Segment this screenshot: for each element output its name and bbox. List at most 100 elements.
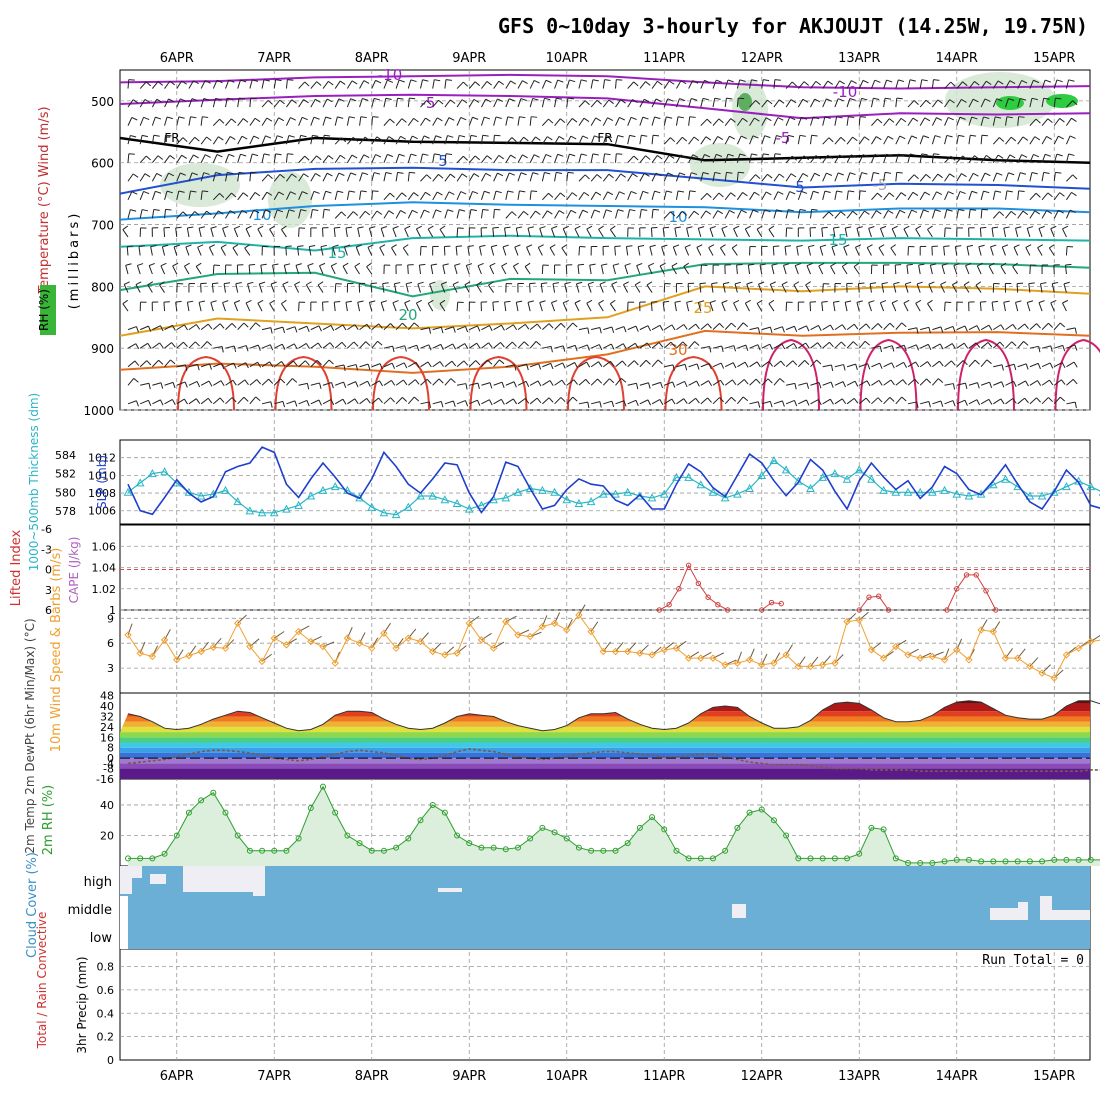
wind-barb — [505, 116, 509, 126]
wind-barb — [623, 400, 627, 407]
wind-barb — [1055, 97, 1062, 100]
wind-barb — [853, 323, 859, 330]
wind-barb — [891, 225, 898, 230]
wind-barb — [347, 398, 356, 405]
wind-barb — [261, 79, 265, 89]
wind-barb — [943, 245, 950, 248]
wind-barb — [773, 343, 783, 349]
rh-marker — [892, 855, 899, 862]
wind-barb — [181, 80, 187, 85]
wind-barb — [529, 283, 531, 293]
rh-shading — [268, 172, 312, 228]
wind-barb — [578, 378, 587, 386]
cloud-gap — [183, 866, 253, 892]
wind-barb — [724, 98, 727, 108]
wind-barb — [212, 118, 220, 126]
cape-marker — [676, 586, 682, 592]
wind-barb — [858, 190, 861, 200]
wind-barb — [846, 136, 853, 145]
wind-barb — [277, 209, 284, 213]
wind-barb — [696, 247, 702, 256]
wind-barb — [931, 191, 937, 201]
wind-barb — [280, 229, 287, 238]
wind-barb — [135, 326, 139, 333]
thickness-marker — [562, 495, 572, 504]
temperature-contour — [119, 166, 1091, 195]
wind-barb — [378, 397, 383, 403]
wind-barb — [294, 281, 301, 285]
wind-barb — [359, 323, 368, 331]
wind-barb — [551, 302, 556, 312]
wind-barb — [160, 325, 164, 332]
wind-barb — [1033, 153, 1040, 158]
wind-barb — [737, 344, 747, 349]
wind-barb — [418, 265, 421, 275]
thickness-marker — [306, 491, 316, 500]
wind-barb — [456, 117, 462, 126]
wind-barb — [127, 245, 134, 247]
wind-barb — [821, 301, 828, 303]
wind-barb — [956, 325, 966, 331]
wind-barb — [574, 228, 580, 238]
wind-barb — [672, 364, 675, 371]
wind-barb — [736, 322, 744, 330]
wind-barb — [407, 322, 415, 330]
wind-barb — [261, 100, 269, 108]
wind-barb — [870, 98, 874, 108]
wind-barb — [420, 174, 428, 182]
wind-barb — [273, 99, 281, 108]
wind-barb — [720, 362, 725, 369]
wind-barb — [883, 192, 890, 201]
wind-barb — [310, 99, 316, 108]
wind-barb — [566, 79, 570, 89]
cape-marker — [856, 607, 862, 613]
wind-barb — [1005, 172, 1009, 182]
wind-barb — [962, 360, 968, 366]
contour-label: 20 — [398, 306, 417, 324]
wind-barb — [949, 99, 955, 104]
wind-barb — [292, 378, 298, 383]
wind-barb — [651, 172, 657, 182]
wind-barb — [736, 264, 738, 275]
wind-barb — [801, 116, 808, 120]
wind-barb — [472, 190, 479, 195]
wind-barb — [136, 265, 141, 275]
wind-barb — [924, 117, 931, 122]
cape-marker — [944, 607, 950, 613]
wind-barb — [844, 302, 848, 312]
wind-barb — [469, 399, 478, 405]
wind-barb — [754, 117, 760, 122]
wind-barb — [160, 399, 164, 406]
wind-barb — [558, 210, 565, 215]
wind-barb — [468, 99, 475, 108]
wind-barb — [319, 382, 322, 389]
rh-tick: 40 — [100, 799, 114, 812]
wind-barb — [573, 379, 578, 385]
wind-barb — [622, 360, 627, 366]
day-label-top: 10APR — [546, 51, 588, 66]
wind-barb — [298, 81, 306, 89]
wind-barb — [600, 265, 604, 275]
day-label-top: 15APR — [1033, 51, 1075, 66]
wind-barb — [890, 244, 897, 249]
wind-barb — [493, 342, 501, 349]
wind-barb — [194, 341, 200, 347]
wind-speed-marker — [136, 649, 144, 657]
wind-barb — [282, 401, 286, 408]
wind-barb — [1018, 190, 1025, 192]
wind-barb — [896, 171, 903, 174]
wind-barb — [538, 244, 544, 248]
wind-barb — [999, 137, 1005, 142]
rh-marker — [831, 855, 838, 862]
cape-marker — [983, 588, 989, 594]
wind-barb — [517, 80, 523, 89]
rh-area — [128, 786, 1100, 866]
wind-barb — [318, 325, 322, 332]
wind-barb — [905, 281, 912, 285]
wind-barb — [771, 263, 778, 266]
axis-label-precip-total: Total / Rain Convective — [35, 912, 49, 1050]
wind-barb — [249, 264, 256, 266]
wind-barb — [404, 228, 409, 238]
wind-barb — [366, 262, 372, 268]
rh-marker — [697, 855, 704, 862]
